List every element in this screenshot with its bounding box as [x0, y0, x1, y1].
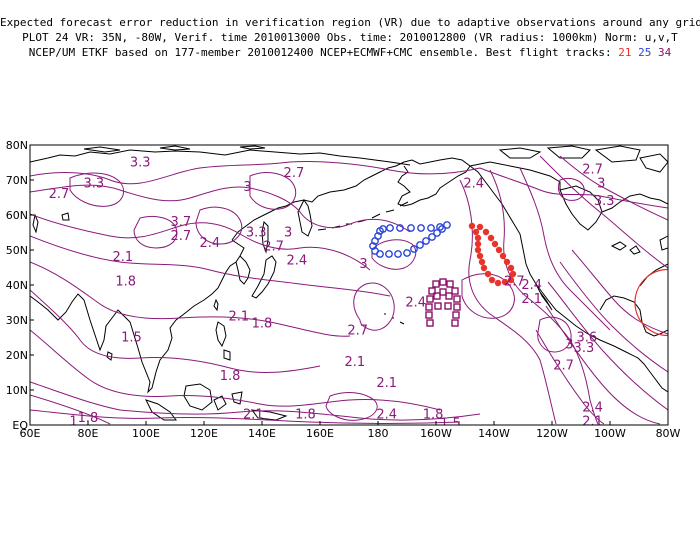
- contour-lines: [30, 155, 668, 425]
- lat-label: 20N: [6, 349, 28, 362]
- contour-label: 2.7: [347, 324, 368, 339]
- contour-label: 3.7: [170, 215, 191, 230]
- contour-label: 2.7: [553, 359, 574, 374]
- contour-label: 1: [69, 415, 77, 430]
- lon-label: 80E: [78, 427, 99, 440]
- lat-label: EQ: [12, 419, 28, 432]
- contour-label: 3.3: [246, 226, 267, 241]
- contour-label: 3: [359, 257, 367, 272]
- contour-label: 1.8: [220, 369, 241, 384]
- lon-label: 120W: [536, 427, 568, 440]
- contour-label: 1.5: [440, 416, 461, 431]
- contour-label: 1.8: [295, 408, 316, 423]
- contour-label: 3: [243, 180, 251, 195]
- track-34-label: 34: [657, 46, 672, 59]
- lon-label: 160W: [420, 427, 452, 440]
- lat-label: 40N: [6, 279, 28, 292]
- lat-label: 30N: [6, 314, 28, 327]
- contour-label: 1.8: [115, 275, 136, 290]
- contour-label: 2.1: [376, 376, 397, 391]
- contour-label: 3.3: [130, 156, 151, 171]
- contour-label: 2.1: [344, 355, 365, 370]
- contour-label: 3.6: [576, 331, 597, 346]
- contour-label: 2.1: [582, 415, 603, 430]
- lon-label: 120E: [190, 427, 218, 440]
- contour-label: 2.7: [504, 275, 525, 290]
- lon-label: 180: [368, 427, 389, 440]
- flight-track-25: [369, 221, 451, 258]
- lon-label: 100E: [132, 427, 160, 440]
- track-25-label: 25: [638, 46, 652, 59]
- contour-label: 2.1: [112, 250, 133, 265]
- lon-label: 60E: [20, 427, 41, 440]
- contour-labels: 2.73.33.32.7 3 2.42.733.33.72.7 2.43.3 32.72…: [49, 156, 615, 431]
- verification-region-circle: [634, 268, 668, 337]
- contour-label: 2.4: [521, 278, 542, 293]
- contour-label: 2.4: [286, 254, 307, 269]
- lat-label: 60N: [6, 209, 28, 222]
- lat-label: 70N: [6, 174, 28, 187]
- lat-label: 50N: [6, 244, 28, 257]
- contour-label: 2.4: [582, 401, 603, 416]
- contour-label: 2.7: [582, 163, 603, 178]
- lon-label: 140E: [248, 427, 276, 440]
- lon-label: 140W: [478, 427, 510, 440]
- flight-track-34: [425, 278, 461, 327]
- contour-label: 3.3: [574, 341, 595, 356]
- lat-label: 10N: [6, 384, 28, 397]
- flight-track-21: [468, 222, 517, 287]
- header-line-3-text: NCEP/UM ETKF based on 177-member 2010012…: [28, 46, 612, 59]
- lon-label: 160E: [306, 427, 334, 440]
- contour-label: 2.7: [49, 187, 70, 202]
- contour-label: 2.1: [521, 292, 542, 307]
- contour-label: 3.3: [83, 177, 104, 192]
- contour-label: 2.4: [376, 408, 397, 423]
- contour-label: 2.1: [228, 310, 249, 325]
- contour-label: 2.7: [263, 240, 284, 255]
- contour-label: 2.4: [199, 236, 220, 251]
- lon-label: 100W: [594, 427, 626, 440]
- header-line-2: PLOT 24 VR: 35N, -80W, Verif. time 20100…: [22, 31, 678, 44]
- contour-label: 3.3: [594, 194, 615, 209]
- header-line-3: NCEP/UM ETKF based on 177-member 2010012…: [0, 46, 700, 59]
- contour-label: 2.7: [284, 166, 305, 181]
- contour-label: 1.8: [423, 408, 444, 423]
- contour-label: 3: [565, 338, 573, 353]
- track-21-label: 21: [618, 46, 632, 59]
- lat-label: 80N: [6, 139, 28, 152]
- contour-label: 3: [284, 226, 292, 241]
- contour-label: 2.4: [463, 177, 484, 192]
- contour-label: 2.7: [170, 229, 191, 244]
- axis-ticks: 60E 80E 100E 120E 140E 160E 180 160W 140W 120W 100…: [6, 139, 681, 440]
- header-line-1: Expected forecast error reduction in ver…: [0, 16, 700, 29]
- contour-label: 1.5: [121, 331, 142, 346]
- contour-label: 1.8: [252, 317, 273, 332]
- lon-label: 80W: [656, 427, 681, 440]
- contour-label: 1.8: [78, 411, 99, 426]
- contour-label: 2.1: [243, 408, 264, 423]
- contour-label: 2.4: [405, 296, 426, 311]
- contour-label: 3: [597, 177, 605, 192]
